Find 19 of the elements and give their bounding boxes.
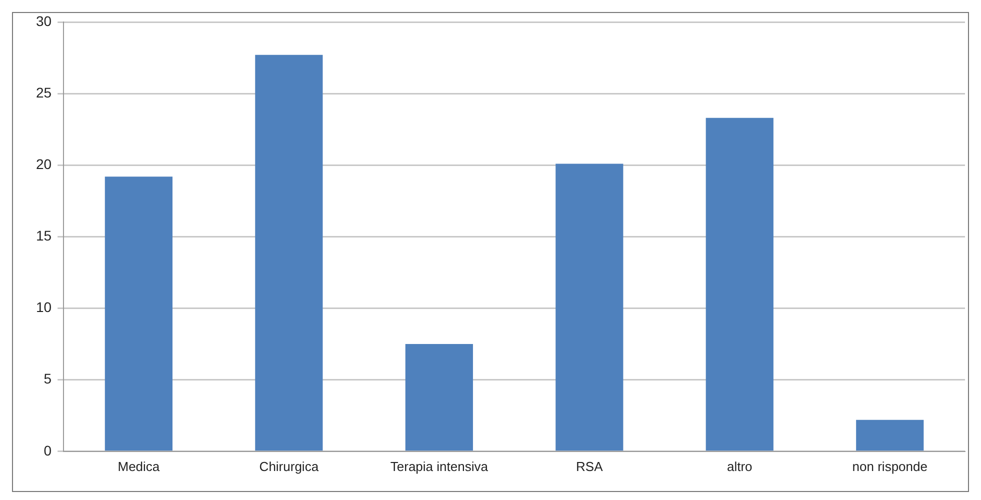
bar xyxy=(104,176,172,451)
x-tick-label: Terapia intensiva xyxy=(390,458,489,474)
y-tick-label: 30 xyxy=(36,12,52,29)
bar xyxy=(556,164,624,451)
y-tick-label: 0 xyxy=(44,442,52,458)
y-tick-label: 20 xyxy=(36,156,52,172)
y-tick-label: 5 xyxy=(44,370,52,387)
bar xyxy=(856,420,924,451)
y-tick-label: 15 xyxy=(36,228,52,244)
bar xyxy=(255,54,323,451)
x-tick-label: Medica xyxy=(118,458,160,474)
x-tick-label: Chirurgica xyxy=(259,458,320,474)
y-tick-label: 10 xyxy=(36,299,52,316)
bar xyxy=(706,118,774,451)
y-tick-label: 25 xyxy=(36,84,52,100)
x-tick-label: RSA xyxy=(576,458,604,474)
x-tick-label: non risponde xyxy=(852,458,928,474)
bar xyxy=(405,344,473,451)
x-tick-label: altro xyxy=(726,458,752,474)
